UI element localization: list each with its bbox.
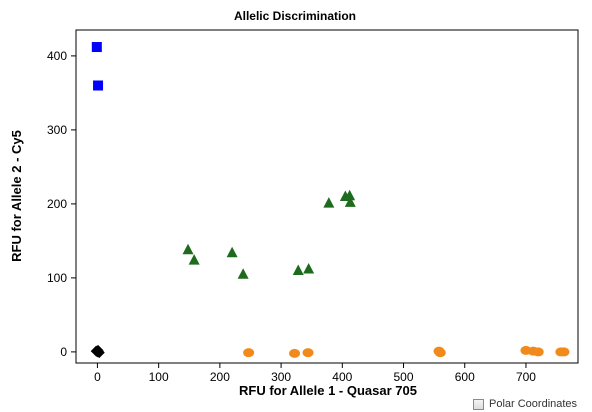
circle-point — [302, 348, 314, 358]
y-tick-label: 300 — [47, 123, 67, 137]
x-axis-label: RFU for Allele 1 - Quasar 705 — [239, 383, 417, 398]
circle-point — [532, 347, 544, 357]
y-tick-label: 0 — [60, 345, 67, 359]
x-tick-label: 100 — [149, 370, 169, 384]
x-tick-label: 700 — [516, 370, 536, 384]
circle-point — [434, 348, 446, 358]
square-point — [91, 42, 102, 53]
y-tick-label: 100 — [47, 271, 67, 285]
polar-coordinates-checkbox[interactable] — [473, 398, 484, 410]
x-tick-label: 600 — [455, 370, 475, 384]
polar-coordinates-label: Polar Coordinates — [489, 398, 578, 410]
triangle-point — [188, 254, 200, 265]
circle-point — [289, 348, 301, 358]
y-tick-label: 200 — [47, 197, 67, 211]
triangle-point — [323, 197, 335, 208]
diamond-point — [93, 346, 105, 358]
x-tick-label: 200 — [210, 370, 230, 384]
triangle-point — [344, 189, 356, 201]
triangle-point — [344, 196, 356, 207]
triangle-point — [237, 268, 249, 279]
triangle-point — [303, 263, 315, 274]
triangle-point — [292, 264, 304, 275]
x-tick-label: 300 — [271, 370, 291, 384]
x-tick-label: 0 — [94, 370, 101, 384]
x-tick-label: 500 — [394, 370, 414, 384]
circle-point — [558, 347, 570, 357]
y-axis-label: RFU for Allele 2 - Cy5 — [9, 130, 24, 262]
chart-title: Allelic Discrimination — [234, 9, 356, 23]
triangle-point — [226, 246, 238, 258]
polar-coordinates-option[interactable]: Polar Coordinates — [473, 397, 577, 411]
x-tick-label: 400 — [332, 370, 352, 384]
circle-point — [243, 348, 255, 358]
y-tick-label: 400 — [47, 49, 67, 63]
square-point — [93, 80, 104, 91]
triangle-point — [182, 243, 194, 255]
plot-area-frame — [75, 29, 579, 364]
